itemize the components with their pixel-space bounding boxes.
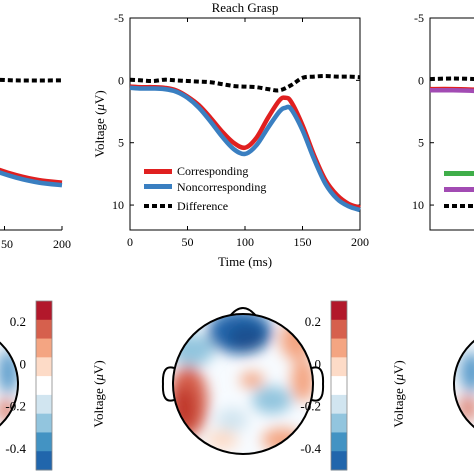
colorbar-left-tick-label: 0.2 (10, 314, 26, 329)
legend-label-corresponding: Corresponding (177, 164, 248, 178)
colorbar-right-cell (331, 432, 347, 452)
colorbar-right-tick-label: 0 (315, 356, 322, 371)
center-topomap (161, 307, 325, 455)
colorbar-right-tick-label: 0.2 (305, 314, 321, 329)
right-head-outline (453, 339, 474, 429)
colorbar-left: 0.2 0 -0.2 -0.4 Voltage (μV) (5, 300, 106, 471)
legend-swatch-corresponding (144, 169, 172, 174)
chart-title: Reach Grasp (212, 0, 279, 15)
head-right-ear (311, 366, 325, 402)
left-topomap (0, 328, 19, 440)
colorbar-left-cell (36, 394, 52, 415)
x-tick-label: 150 (294, 235, 312, 249)
right-series-line-1 (429, 88, 474, 94)
colorbar-left-tick-label: 0 (20, 356, 27, 371)
plot-area (129, 17, 361, 231)
series-line-noncorresponding (129, 85, 361, 213)
colorbar-right-frame (330, 300, 348, 471)
colorbar-left-label-prefix: Voltage ( (91, 381, 106, 428)
colorbar-left-cell (36, 376, 52, 396)
left-erp-panel: 50 200 (0, 77, 71, 251)
colorbar-right-cell (331, 301, 347, 321)
left-head-outline (0, 341, 19, 427)
colorbar-left-cell (36, 338, 52, 358)
colorbar-left-cell (36, 451, 52, 471)
colorbar-left-cell (36, 413, 52, 433)
left-series-line-2 (0, 77, 63, 83)
head-outline (172, 313, 314, 455)
colorbar-right-cell (331, 394, 347, 415)
left-xtick-150: 50 (1, 237, 13, 251)
colorbar-left-label-mu: μ (91, 374, 106, 382)
colorbar-left-label-suffix: V) (91, 360, 106, 374)
colorbar-right-cell (331, 338, 347, 358)
colorbar-right-cell (331, 413, 347, 433)
colorbar-right-cell (331, 376, 347, 396)
center-axis-ticks: 0 50 100 150 200 -5 0 5 10 (112, 11, 369, 249)
right-erp-panel: -5 0 5 10 (412, 11, 474, 231)
colorbar-right: 0.2 0 -0.2 -0.4 Voltage (μV) (300, 300, 406, 471)
colorbar-right-cell (331, 451, 347, 471)
y-axis-label-mu: μ (92, 104, 107, 112)
colorbar-left-tick-label: -0.4 (5, 441, 26, 456)
colorbar-right-label: Voltage (μV) (391, 360, 406, 427)
left-series-line-1 (0, 170, 63, 188)
right-legend-swatch-purple (444, 187, 474, 192)
colorbar-left-cell (36, 301, 52, 321)
colorbar-left-label: Voltage (μV) (91, 360, 106, 427)
colorbar-right-tick-label: -0.4 (300, 441, 321, 456)
x-tick-label: 100 (236, 235, 254, 249)
right-axis-ticks: -5 0 5 10 (412, 11, 434, 212)
colorbar-right-cells (330, 300, 348, 471)
colorbar-left-tick-label: -0.2 (5, 399, 26, 414)
legend-swatch-noncorresponding (144, 184, 172, 189)
y-tick-label: 5 (118, 136, 124, 150)
colorbar-left-frame (35, 300, 53, 471)
center-erp-lines (129, 73, 361, 213)
colorbar-left-cell (36, 357, 52, 377)
center-erp-panel: Reach Grasp 0 50 100 150 200 -5 0 5 10 Time (ms)… (92, 0, 369, 269)
colorbar-right-cell (331, 319, 347, 340)
x-tick-label: 200 (351, 235, 369, 249)
x-tick-label: 0 (127, 235, 133, 249)
colorbar-right-label-prefix: Voltage ( (391, 381, 406, 428)
head-left-ear (161, 366, 175, 402)
x-axis-label: Time (ms) (218, 254, 272, 269)
legend: Corresponding Noncorresponding Differenc… (144, 164, 266, 213)
colorbar-left-cell (36, 432, 52, 452)
right-series-line-2 (429, 76, 474, 82)
colorbar-right-cell (331, 357, 347, 377)
y-axis-label: Voltage (μV) (92, 90, 107, 157)
right-topomap (453, 328, 474, 440)
left-series-line-0 (0, 167, 63, 185)
colorbar-right-tick-label: -0.2 (300, 399, 321, 414)
colorbar-right-label-mu: μ (391, 374, 406, 382)
legend-label-difference: Difference (177, 199, 228, 213)
y-tick-label: 10 (112, 198, 124, 212)
right-y-tick-label: 10 (412, 198, 424, 212)
y-axis-label-suffix: V) (92, 90, 107, 104)
left-erp-lines (0, 77, 63, 188)
colorbar-left-ticks: 0.2 0 -0.2 -0.4 (5, 314, 26, 456)
right-legend-swatch-green (444, 171, 474, 176)
y-axis-label-prefix: Voltage ( (92, 111, 107, 158)
legend-label-noncorresponding: Noncorresponding (177, 180, 266, 194)
right-y-tick-label: 5 (418, 136, 424, 150)
y-tick-label: -5 (114, 11, 124, 25)
colorbar-right-ticks: 0.2 0 -0.2 -0.4 (300, 314, 321, 456)
colorbar-left-cells (35, 300, 53, 471)
right-y-tick-label: 0 (418, 73, 424, 87)
right-erp-lines (429, 76, 474, 94)
colorbar-left-cell (36, 319, 52, 340)
y-tick-label: 0 (118, 73, 124, 87)
left-xtick-200: 200 (53, 237, 71, 251)
right-y-tick-label: -5 (414, 11, 424, 25)
series-line-difference (129, 73, 361, 93)
colorbar-right-label-suffix: V) (391, 360, 406, 374)
x-tick-label: 50 (182, 235, 194, 249)
right-axis-frame (429, 17, 474, 231)
